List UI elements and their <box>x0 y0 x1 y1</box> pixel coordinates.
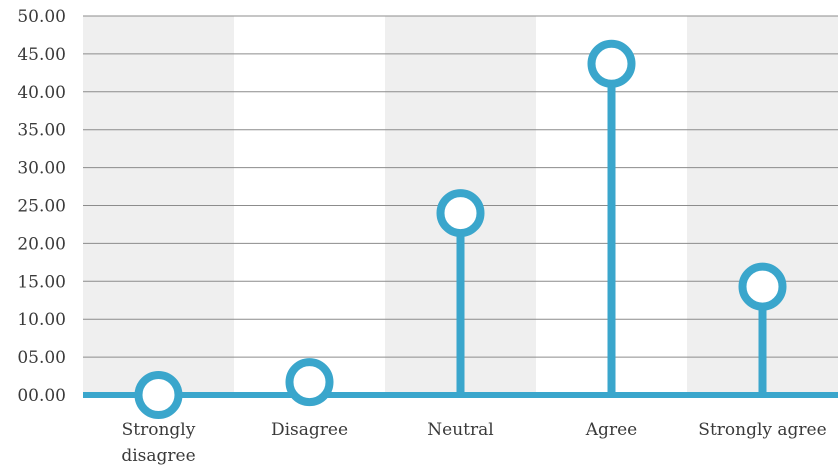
y-axis-tick-labels: 00.00 05.00 10.00 15.00 20.00 25.00 30.00 35.00… <box>17 7 66 406</box>
y-tick-label: 20.00 <box>17 234 66 254</box>
point-disagree <box>285 358 334 407</box>
point-strongly-disagree <box>134 371 183 419</box>
point-agree <box>587 39 636 88</box>
y-tick-label: 25.00 <box>17 197 66 217</box>
y-tick-label: 10.00 <box>17 310 66 330</box>
point-neutral <box>436 189 485 238</box>
x-label-disagree: Disagree <box>271 420 348 440</box>
x-label-strongly-disagree: Strongly disagree <box>121 420 195 466</box>
y-tick-label: 15.00 <box>17 272 66 292</box>
x-axis-category-labels: Strongly disagree Disagree Neutral Agree Stro… <box>121 420 826 466</box>
y-tick-label: 05.00 <box>17 348 66 368</box>
x-label-neutral: Neutral <box>427 420 493 440</box>
y-tick-label: 50.00 <box>17 7 66 27</box>
y-tick-label: 30.00 <box>17 159 66 179</box>
y-tick-label: 45.00 <box>17 45 66 65</box>
x-label-agree: Agree <box>585 420 637 440</box>
lollipop-heads <box>134 39 787 419</box>
y-tick-label: 35.00 <box>17 121 66 141</box>
point-strongly-agree <box>738 262 787 311</box>
y-tick-label: 00.00 <box>17 386 66 406</box>
x-label-strongly-agree: Strongly agree <box>698 420 826 440</box>
y-tick-label: 40.00 <box>17 83 66 103</box>
